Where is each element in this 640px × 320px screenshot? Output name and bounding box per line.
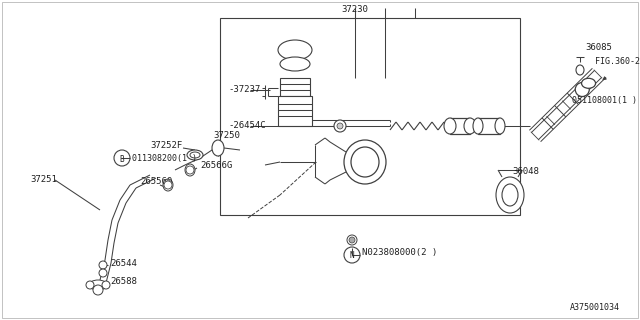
Text: FIG.360-2: FIG.360-2: [595, 58, 640, 67]
Circle shape: [349, 237, 355, 243]
Ellipse shape: [187, 150, 203, 160]
Bar: [478, 118, 500, 134]
Circle shape: [186, 166, 194, 174]
Circle shape: [86, 281, 94, 289]
Text: -26454C: -26454C: [228, 122, 266, 131]
Circle shape: [334, 120, 346, 132]
Bar: [278, 96, 312, 126]
Ellipse shape: [502, 184, 518, 206]
Text: 37230: 37230: [342, 5, 369, 14]
Text: 37252F: 37252F: [150, 140, 182, 149]
Ellipse shape: [495, 118, 505, 134]
Circle shape: [337, 123, 343, 129]
Text: 36085: 36085: [585, 44, 612, 52]
Ellipse shape: [444, 118, 456, 134]
Text: 36048: 36048: [512, 167, 539, 177]
Text: 26544: 26544: [110, 259, 137, 268]
Text: 26566G: 26566G: [200, 161, 232, 170]
Circle shape: [93, 285, 103, 295]
Bar: [316, 137, 344, 187]
Ellipse shape: [464, 118, 476, 134]
Bar: [450, 118, 470, 134]
Circle shape: [102, 281, 110, 289]
Text: 37250: 37250: [213, 132, 240, 140]
Ellipse shape: [163, 179, 173, 191]
Bar: [220, 18, 520, 215]
Text: 26588: 26588: [110, 277, 137, 286]
Ellipse shape: [89, 280, 107, 290]
Ellipse shape: [575, 83, 589, 97]
Text: -37237: -37237: [228, 85, 260, 94]
Text: 011308200(1 ): 011308200(1 ): [132, 154, 197, 163]
Text: B: B: [120, 155, 124, 164]
Circle shape: [164, 181, 172, 189]
Ellipse shape: [344, 140, 386, 184]
Circle shape: [99, 261, 107, 269]
Ellipse shape: [473, 118, 483, 134]
Ellipse shape: [576, 65, 584, 75]
Ellipse shape: [280, 57, 310, 71]
Circle shape: [347, 235, 357, 245]
Ellipse shape: [185, 164, 195, 176]
Bar: [280, 78, 310, 96]
Text: 051108001(1 ): 051108001(1 ): [572, 95, 637, 105]
Ellipse shape: [582, 78, 596, 88]
Ellipse shape: [278, 40, 312, 60]
Text: A375001034: A375001034: [570, 303, 620, 312]
Text: N: N: [349, 252, 355, 260]
Ellipse shape: [351, 147, 379, 177]
Text: 37251: 37251: [30, 175, 57, 185]
Ellipse shape: [212, 140, 224, 156]
Text: N023808000(2 ): N023808000(2 ): [362, 247, 437, 257]
Ellipse shape: [190, 152, 200, 158]
Circle shape: [99, 269, 107, 277]
Text: 265560: 265560: [140, 178, 172, 187]
Ellipse shape: [496, 177, 524, 213]
